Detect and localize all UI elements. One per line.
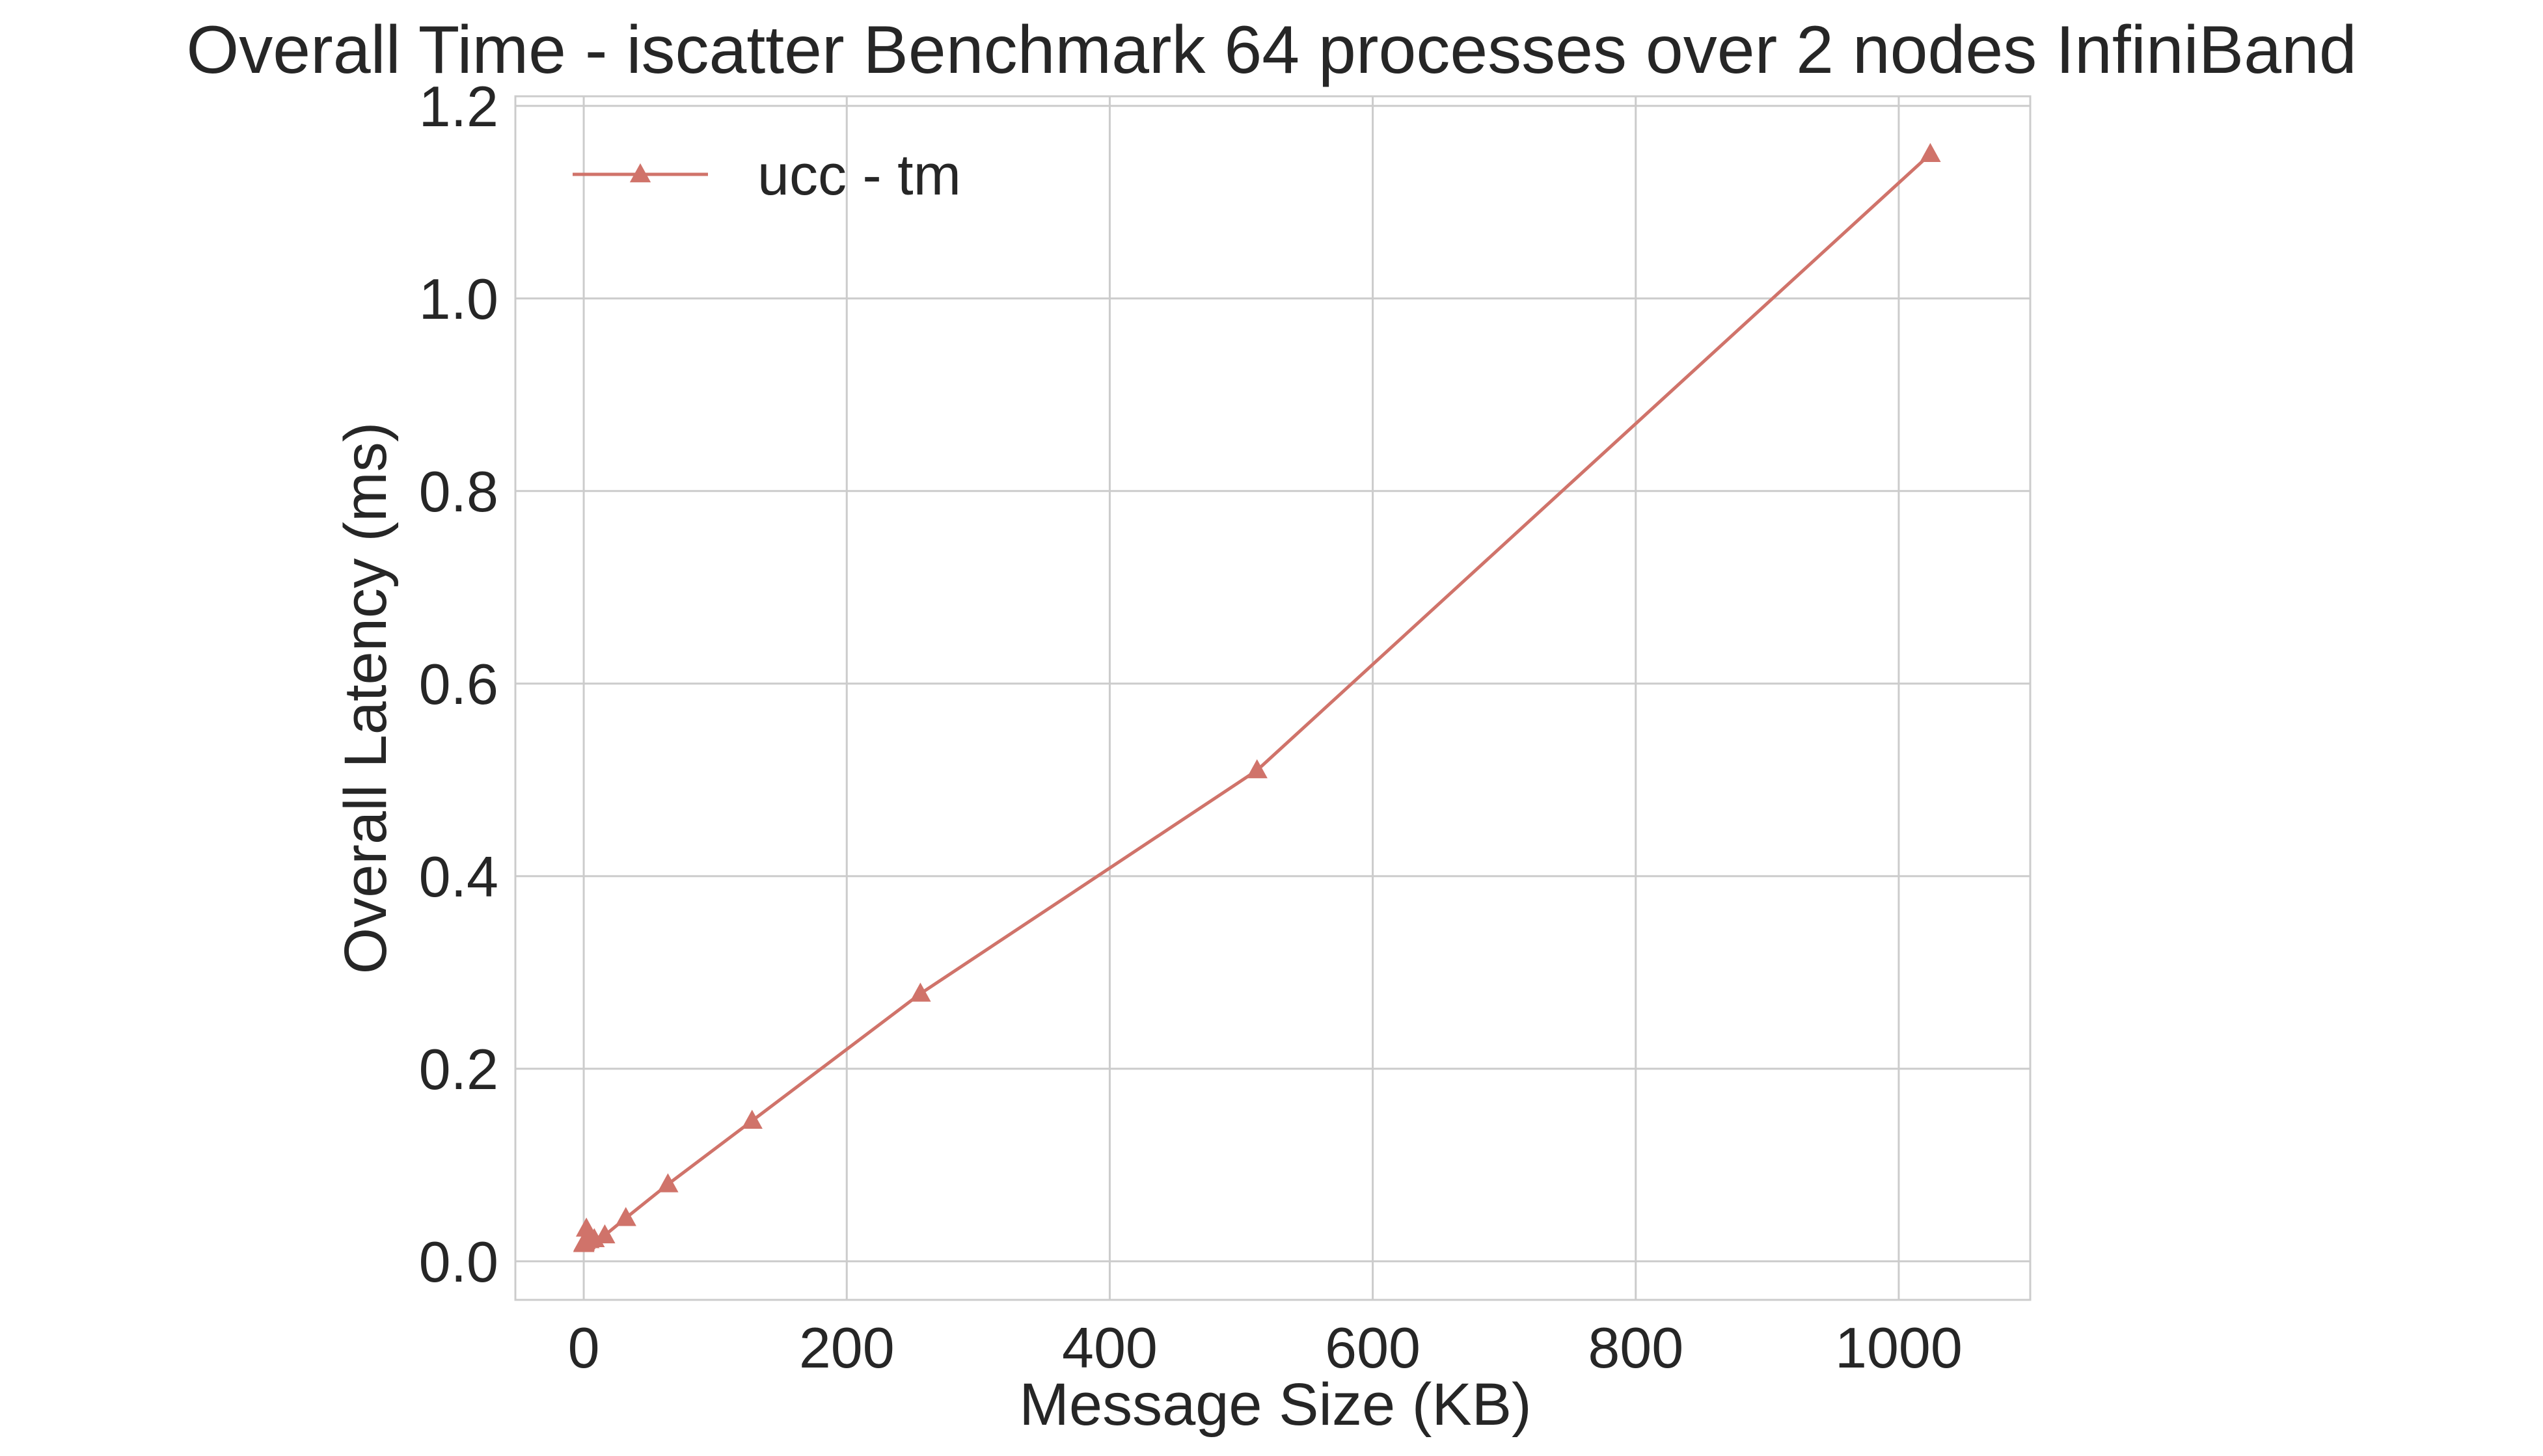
x-tick-label: 400 [1062,1315,1158,1380]
y-tick-label: 0.2 [419,1037,498,1101]
x-tick-label: 600 [1325,1315,1421,1380]
chart-title: Overall Time - iscatter Benchmark 64 pro… [186,12,2356,88]
y-axis-ticks: 0.0 0.2 0.4 0.6 0.8 1.0 1.2 [419,74,498,1294]
legend-marker-triangle [629,163,651,183]
data-point-marker [910,982,931,1002]
y-tick-label: 1.2 [419,74,498,139]
data-point-marker [657,1173,679,1193]
data-point-marker [1246,759,1268,779]
legend-label: ucc - tm [757,142,961,207]
x-tick-label: 200 [799,1315,895,1380]
y-axis-label: Overall Latency (ms) [333,422,399,975]
y-tick-label: 0.8 [419,459,498,524]
x-tick-label: 800 [1588,1315,1683,1380]
plot-frame [514,95,2032,1301]
y-tick-label: 0.4 [419,844,498,909]
x-axis-label: Message Size (KB) [1019,1371,1531,1438]
y-tick-label: 0.0 [419,1230,498,1294]
x-tick-label: 1000 [1835,1315,1963,1380]
data-point-marker [1920,142,1941,163]
x-tick-label: 0 [568,1315,600,1380]
data-point-marker [741,1109,763,1129]
data-point-marker [615,1207,636,1226]
data-point-marker [575,1217,597,1237]
legend: ucc - tm [573,142,961,207]
y-tick-label: 0.6 [419,652,498,716]
x-axis-ticks: 0 200 400 600 800 1000 [568,1315,1963,1380]
data-point-marker [594,1224,616,1244]
series-layer [573,142,1941,1252]
grid [515,96,2030,1300]
series-line [582,152,1932,1246]
y-tick-label: 1.0 [419,267,498,331]
